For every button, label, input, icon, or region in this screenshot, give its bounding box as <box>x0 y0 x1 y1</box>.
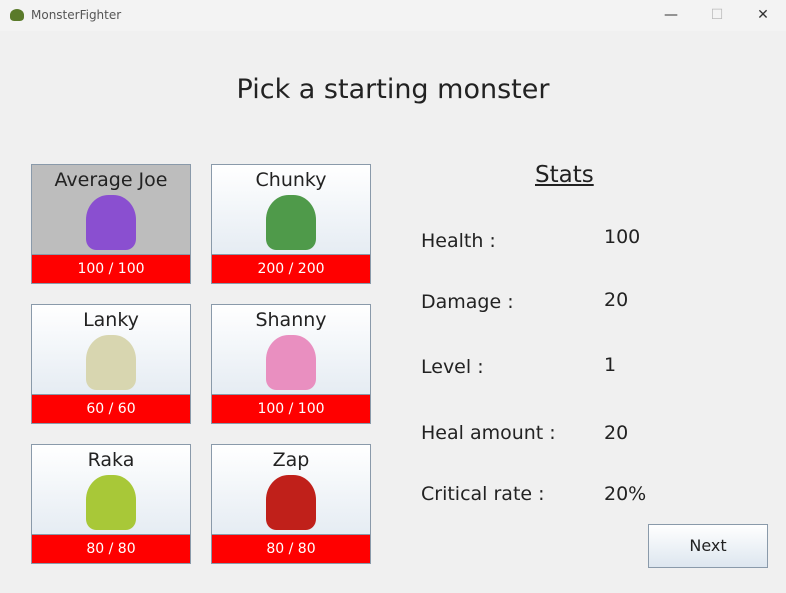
monster-name: Lanky <box>83 309 139 331</box>
monster-health-bar: 60 / 60 <box>32 394 190 423</box>
stats-title: Stats <box>535 162 594 188</box>
maximize-button[interactable]: ☐ <box>710 7 724 23</box>
monster-image <box>86 335 136 390</box>
close-button[interactable]: ✕ <box>757 7 769 23</box>
monster-card[interactable]: Raka 80 / 80 <box>31 444 191 564</box>
title-bar: MonsterFighter — ☐ ✕ <box>0 0 786 31</box>
critical-rate-label: Critical rate : <box>421 483 545 505</box>
page-title: Pick a starting monster <box>236 74 550 105</box>
monster-image <box>86 475 136 530</box>
monster-card[interactable]: Shanny 100 / 100 <box>211 304 371 424</box>
monster-card[interactable]: Average Joe 100 / 100 <box>31 164 191 284</box>
minimize-button[interactable]: — <box>664 7 678 23</box>
monster-card[interactable]: Zap 80 / 80 <box>211 444 371 564</box>
critical-rate-value: 20% <box>604 483 647 505</box>
monster-name: Average Joe <box>54 169 168 191</box>
health-value: 100 <box>604 226 641 248</box>
monster-health-bar: 80 / 80 <box>32 534 190 563</box>
next-button[interactable]: Next <box>648 524 768 568</box>
monster-card[interactable]: Lanky 60 / 60 <box>31 304 191 424</box>
monster-name: Chunky <box>255 169 327 191</box>
monster-image <box>86 195 136 250</box>
monster-card[interactable]: Chunky 200 / 200 <box>211 164 371 284</box>
damage-value: 20 <box>604 289 629 311</box>
app-icon <box>10 9 24 21</box>
monster-health-bar: 100 / 100 <box>212 394 370 423</box>
monster-health-bar: 80 / 80 <box>212 534 370 563</box>
level-label: Level : <box>421 356 484 378</box>
health-label: Health : <box>421 230 496 252</box>
monster-image <box>266 335 316 390</box>
level-value: 1 <box>604 354 617 376</box>
monster-name: Raka <box>87 449 135 471</box>
damage-label: Damage : <box>421 291 514 313</box>
heal-amount-value: 20 <box>604 422 629 444</box>
window-title: MonsterFighter <box>31 8 122 22</box>
monster-image <box>266 475 316 530</box>
heal-amount-label: Heal amount : <box>421 422 556 444</box>
monster-health-bar: 100 / 100 <box>32 254 190 283</box>
monster-name: Zap <box>272 449 310 471</box>
monster-health-bar: 200 / 200 <box>212 254 370 283</box>
monster-image <box>266 195 316 250</box>
monster-name: Shanny <box>255 309 327 331</box>
